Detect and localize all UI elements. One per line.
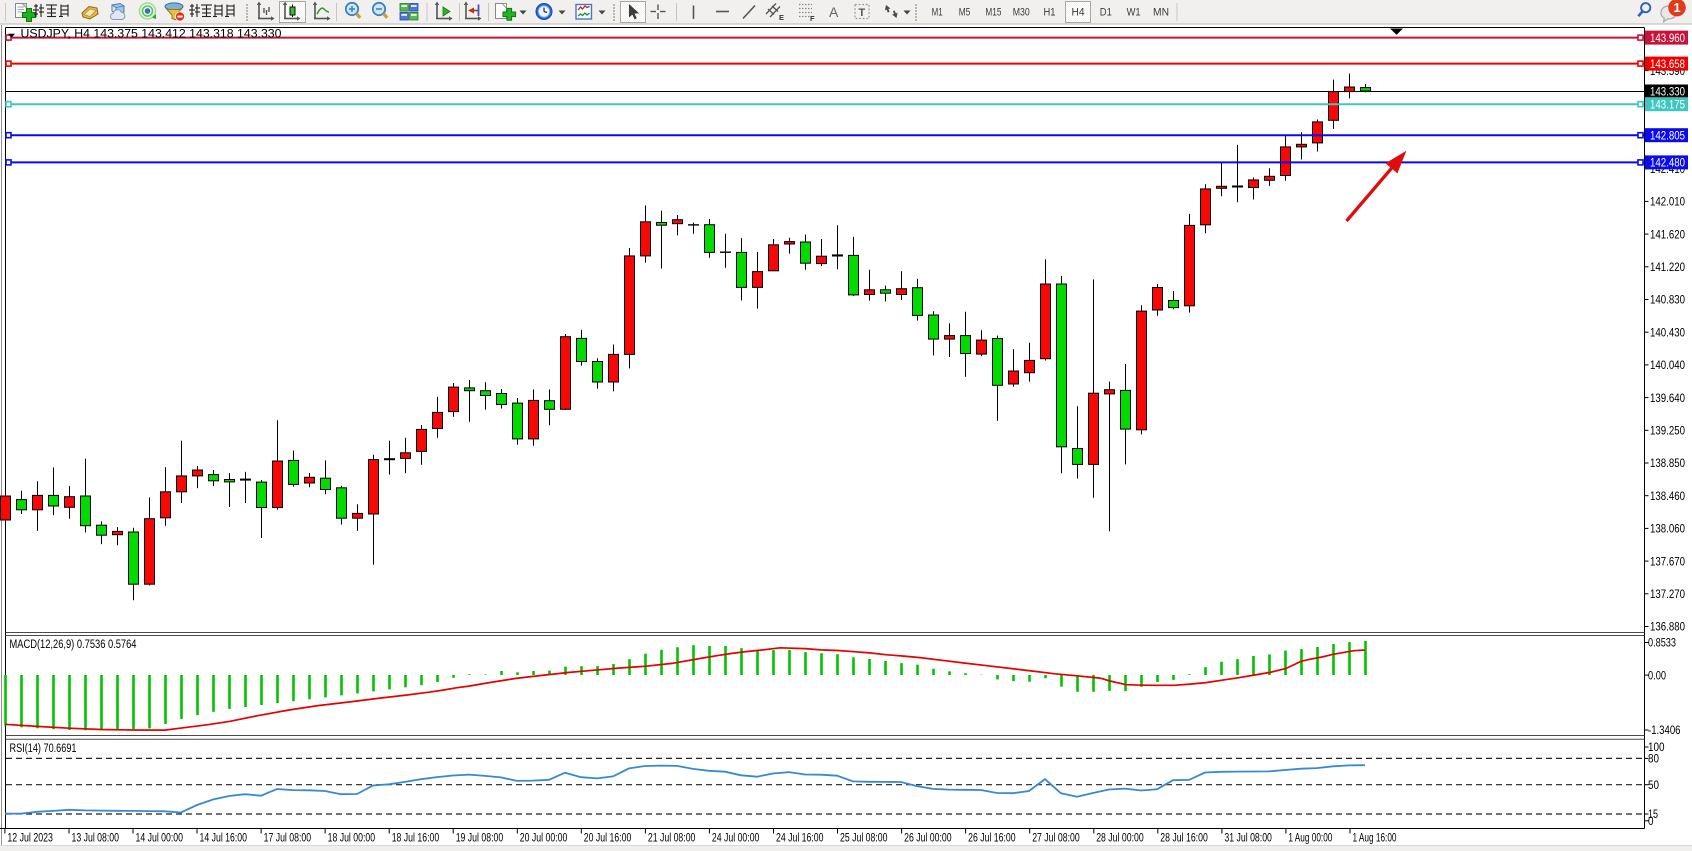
svg-text:E: E <box>779 13 784 22</box>
svg-text:143.330: 143.330 <box>1650 87 1685 99</box>
svg-text:136.880: 136.880 <box>1650 622 1685 634</box>
svg-text:18 Jul 00:00: 18 Jul 00:00 <box>328 833 376 845</box>
svg-text:1 Aug 00:00: 1 Aug 00:00 <box>1288 833 1332 845</box>
svg-text:21 Jul 08:00: 21 Jul 08:00 <box>648 833 696 845</box>
svg-text:27 Jul 08:00: 27 Jul 08:00 <box>1032 833 1080 845</box>
svg-text:137.670: 137.670 <box>1650 556 1685 568</box>
svg-text:28 Jul 16:00: 28 Jul 16:00 <box>1160 833 1208 845</box>
svg-text:24 Jul 16:00: 24 Jul 16:00 <box>776 833 824 845</box>
svg-text:RSI(14) 70.6691: RSI(14) 70.6691 <box>10 743 77 755</box>
svg-text:141.620: 141.620 <box>1650 229 1685 241</box>
svg-text:31 Jul 08:00: 31 Jul 08:00 <box>1224 833 1272 845</box>
svg-text:100: 100 <box>1648 742 1665 754</box>
svg-text:140.040: 140.040 <box>1650 360 1685 372</box>
svg-text:143.960: 143.960 <box>1650 33 1685 45</box>
svg-text:142.010: 142.010 <box>1650 197 1685 209</box>
svg-text:W1: W1 <box>1127 7 1141 19</box>
svg-text:13 Jul 08:00: 13 Jul 08:00 <box>72 833 120 845</box>
svg-text:0: 0 <box>1648 816 1654 828</box>
svg-text:D1: D1 <box>1100 7 1112 19</box>
svg-text:142.805: 142.805 <box>1650 130 1685 142</box>
svg-text:139.250: 139.250 <box>1650 426 1685 438</box>
svg-text:MACD(12,26,9) 0.7536 0.5764: MACD(12,26,9) 0.7536 0.5764 <box>10 639 137 651</box>
svg-text:A: A <box>829 4 839 20</box>
svg-text:80: 80 <box>1648 754 1659 766</box>
svg-text:USDJPY, H4 143.375 143.412 14: USDJPY, H4 143.375 143.412 143.318 143.3… <box>21 29 282 41</box>
svg-text:MN: MN <box>1153 7 1169 19</box>
svg-text:138.850: 138.850 <box>1650 458 1685 470</box>
svg-text:140.830: 140.830 <box>1650 295 1685 307</box>
svg-text:H4: H4 <box>1072 7 1085 19</box>
svg-text:28 Jul 00:00: 28 Jul 00:00 <box>1096 833 1144 845</box>
svg-text:25 Jul 08:00: 25 Jul 08:00 <box>840 833 888 845</box>
svg-text:T: T <box>859 7 866 19</box>
svg-text:141.220: 141.220 <box>1650 262 1685 274</box>
svg-text:M30: M30 <box>1013 7 1030 19</box>
svg-text:50: 50 <box>1648 780 1659 792</box>
svg-text:20 Jul 16:00: 20 Jul 16:00 <box>584 833 632 845</box>
svg-text:14 Jul 16:00: 14 Jul 16:00 <box>200 833 248 845</box>
svg-text:15: 15 <box>1648 809 1658 821</box>
svg-text:M15: M15 <box>985 7 1001 19</box>
svg-text:143.175: 143.175 <box>1650 99 1685 111</box>
svg-text:19 Jul 08:00: 19 Jul 08:00 <box>456 833 504 845</box>
svg-text:24 Jul 00:00: 24 Jul 00:00 <box>712 833 760 845</box>
svg-text:1: 1 <box>1673 0 1680 15</box>
svg-text:0.00: 0.00 <box>1648 670 1666 682</box>
svg-text:M1: M1 <box>932 7 943 19</box>
svg-text:143.658: 143.658 <box>1650 59 1685 71</box>
svg-text:M5: M5 <box>959 7 971 19</box>
svg-text:F: F <box>810 14 815 23</box>
svg-text:-1.3406: -1.3406 <box>1648 725 1681 737</box>
svg-text:138.060: 138.060 <box>1650 524 1685 536</box>
svg-text:14 Jul 00:00: 14 Jul 00:00 <box>136 833 184 845</box>
svg-text:H1: H1 <box>1044 7 1056 19</box>
svg-text:17 Jul 08:00: 17 Jul 08:00 <box>264 833 312 845</box>
svg-text:26 Jul 16:00: 26 Jul 16:00 <box>968 833 1016 845</box>
svg-text:142.480: 142.480 <box>1650 158 1685 170</box>
svg-text:26 Jul 00:00: 26 Jul 00:00 <box>904 833 952 845</box>
svg-text:18 Jul 16:00: 18 Jul 16:00 <box>392 833 440 845</box>
svg-text:0.8533: 0.8533 <box>1648 638 1676 650</box>
svg-text:12 Jul 2023: 12 Jul 2023 <box>7 833 53 845</box>
svg-text:138.460: 138.460 <box>1650 491 1685 503</box>
svg-text:140.430: 140.430 <box>1650 327 1685 339</box>
svg-text:139.640: 139.640 <box>1650 393 1685 405</box>
svg-text:1 Aug 16:00: 1 Aug 16:00 <box>1353 833 1397 845</box>
svg-text:20 Jul 00:00: 20 Jul 00:00 <box>520 833 568 845</box>
svg-text:137.270: 137.270 <box>1650 589 1685 601</box>
